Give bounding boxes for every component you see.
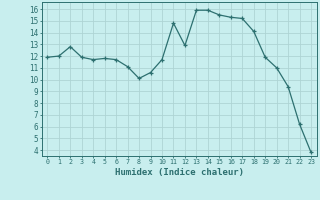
X-axis label: Humidex (Indice chaleur): Humidex (Indice chaleur) (115, 168, 244, 177)
